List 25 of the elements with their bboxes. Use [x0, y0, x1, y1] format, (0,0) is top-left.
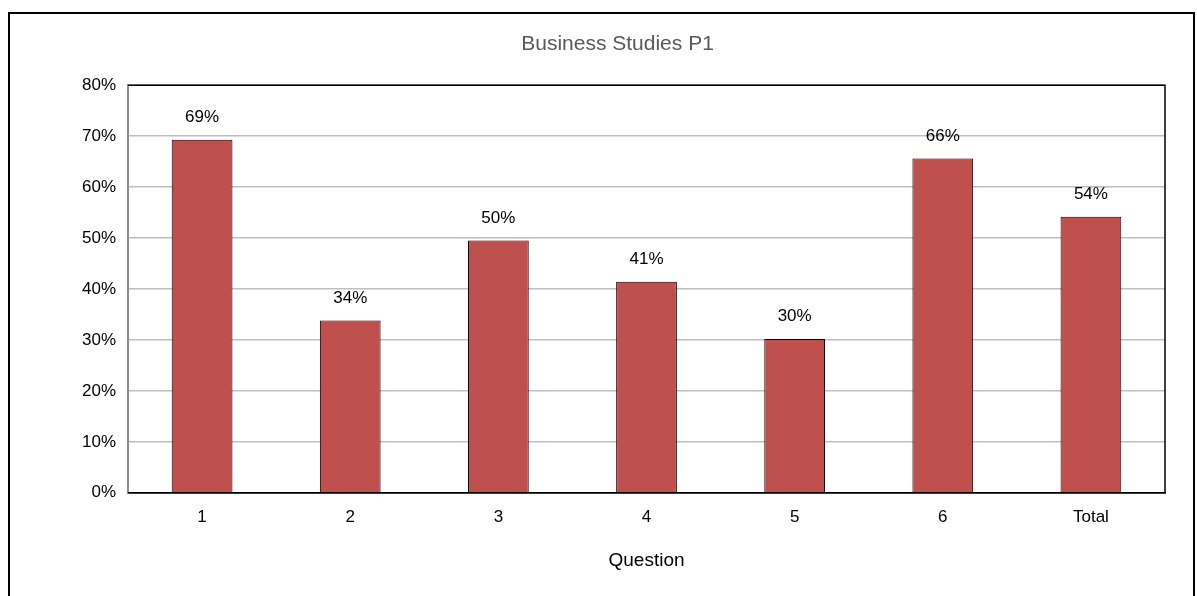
x-tick-label: 3	[493, 506, 504, 526]
chart-title: Business Studies P1	[521, 31, 714, 55]
y-tick-label: 50%	[81, 227, 117, 247]
data-label: 30%	[777, 306, 812, 326]
y-tick-label: 70%	[81, 125, 117, 145]
x-axis-title: Question	[608, 548, 685, 570]
data-label: 54%	[1073, 183, 1108, 203]
data-label: 69%	[185, 106, 220, 126]
data-label: 41%	[629, 249, 664, 269]
data-label: 50%	[481, 207, 516, 227]
y-tick-label: 80%	[81, 74, 117, 94]
x-tick-label: 4	[641, 506, 652, 526]
y-tick-label: 10%	[81, 431, 117, 451]
x-tick-label: Total	[1072, 506, 1109, 526]
x-tick-label: 6	[938, 506, 948, 526]
y-tick-label: 60%	[81, 176, 117, 196]
y-tick-label: 40%	[81, 278, 117, 298]
x-tick-label: 1	[197, 506, 207, 526]
data-label: 66%	[925, 125, 960, 145]
y-tick-label: 20%	[81, 380, 117, 400]
y-tick-label: 0%	[91, 482, 117, 502]
y-tick-label: 30%	[81, 329, 117, 349]
x-tick-label: 5	[789, 506, 800, 526]
data-label: 34%	[333, 287, 368, 307]
x-tick-label: 2	[345, 506, 355, 526]
